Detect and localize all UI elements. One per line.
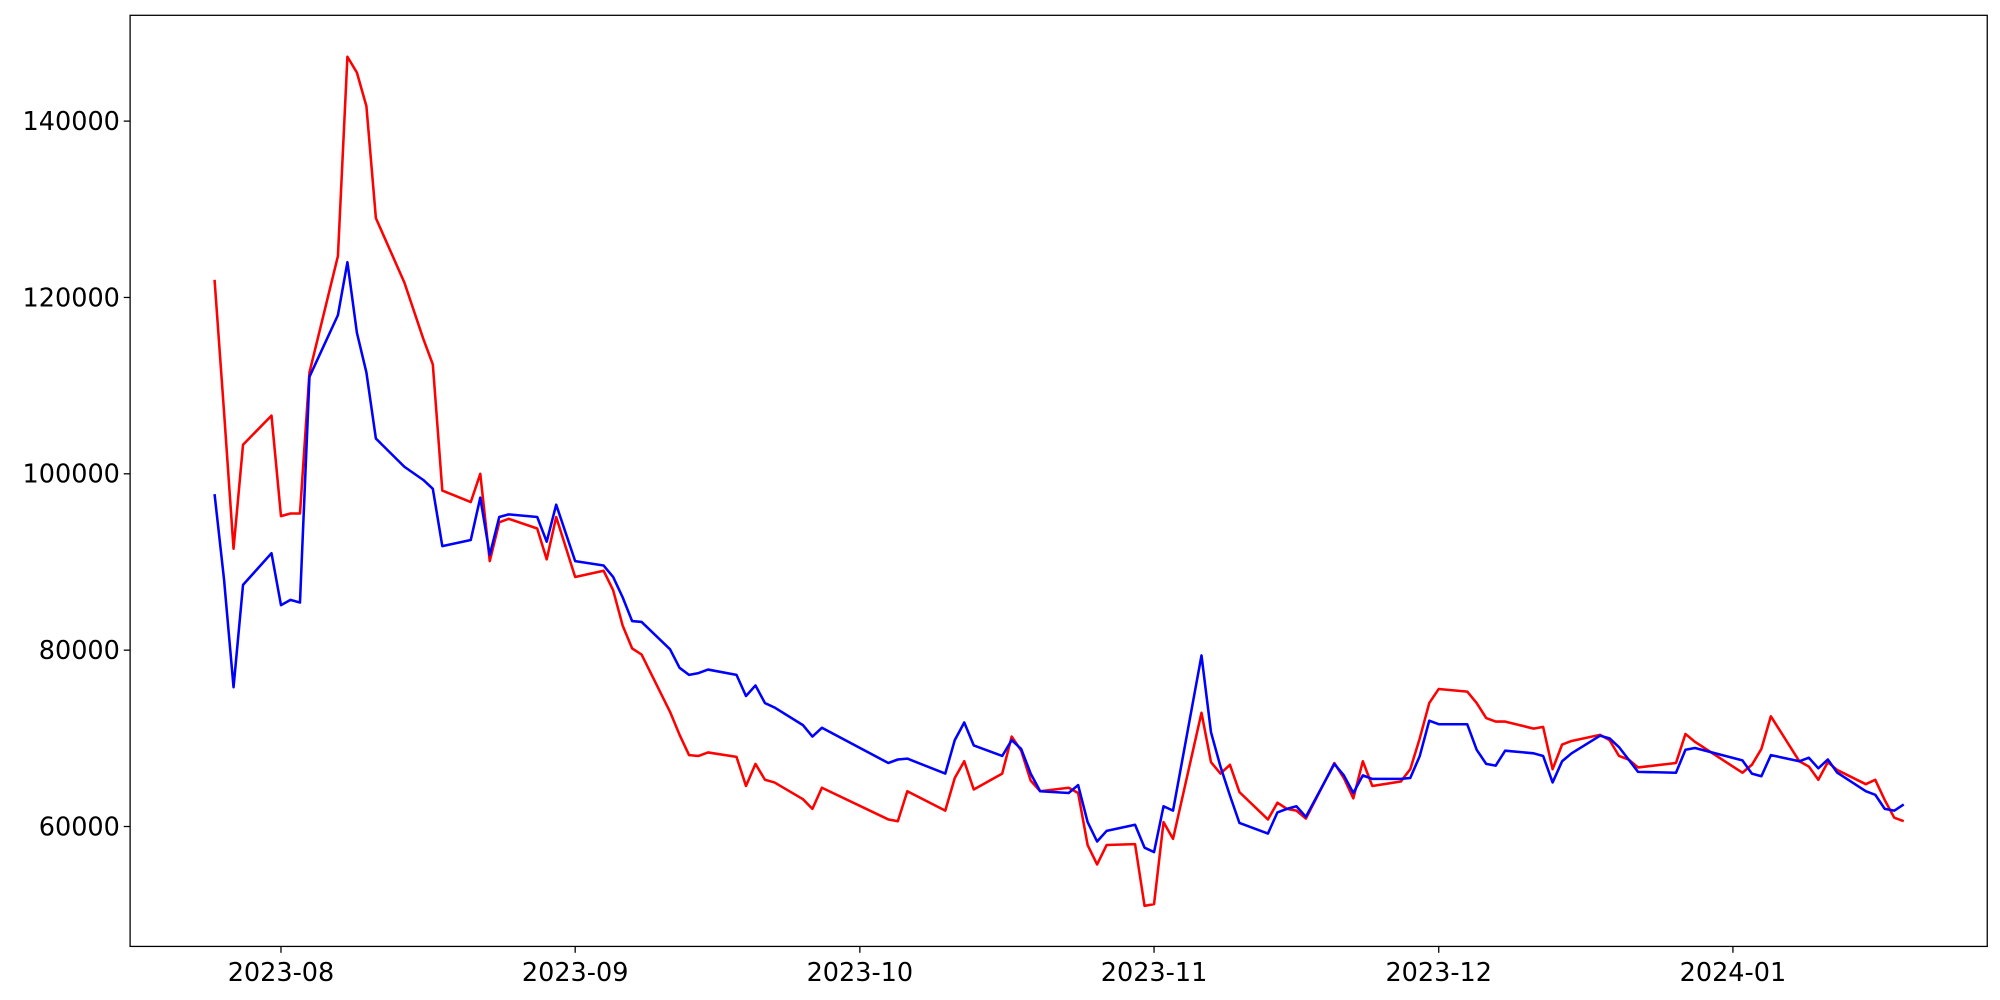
x-tick-label: 2023-08 xyxy=(228,958,335,988)
x-tick-label: 2023-12 xyxy=(1385,958,1492,988)
x-tick-label: 2024-01 xyxy=(1680,958,1787,988)
series-line xyxy=(213,55,1905,908)
y-tick-label: 80000 xyxy=(39,636,120,666)
y-tick-label: 140000 xyxy=(23,107,120,137)
y-tick-label: 100000 xyxy=(23,460,120,490)
x-tick-label: 2023-11 xyxy=(1101,958,1208,988)
y-tick-label: 60000 xyxy=(39,812,120,842)
series-line xyxy=(213,260,1905,854)
plot-frame xyxy=(129,14,1988,948)
x-tick-label: 2023-10 xyxy=(807,958,914,988)
x-tick-label: 2023-09 xyxy=(522,958,629,988)
y-tick-label: 120000 xyxy=(23,283,120,313)
